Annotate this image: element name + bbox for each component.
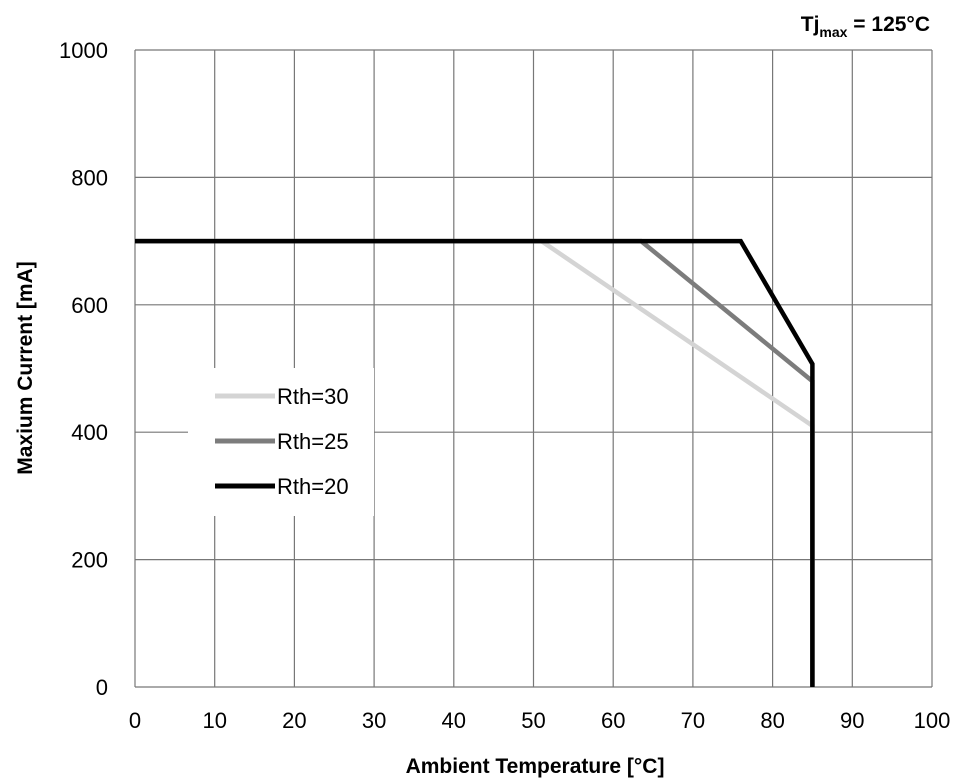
y-tick-label: 400 [71, 420, 108, 445]
legend-label: Rth=25 [277, 429, 349, 454]
x-tick-label: 40 [442, 708, 466, 733]
tj-annotation-rest: = 125°C [847, 13, 930, 36]
x-tick-label: 20 [282, 708, 306, 733]
x-tick-label: 0 [129, 708, 141, 733]
legend-label: Rth=20 [277, 474, 349, 499]
y-tick-label: 800 [71, 165, 108, 190]
grid [134, 49, 933, 688]
legend: Rth=30 Rth=25 Rth=20 [188, 368, 374, 516]
legend-label: Rth=30 [277, 384, 349, 409]
x-tick-label: 10 [202, 708, 226, 733]
x-tick-label: 50 [521, 708, 545, 733]
x-tick-label: 70 [681, 708, 705, 733]
y-axis-title: Maxium Current [mA] [14, 261, 37, 475]
series-line-rth-20 [135, 238, 815, 687]
y-tick-label: 1000 [59, 38, 108, 63]
tj-annotation-base: Tj [801, 13, 820, 36]
x-tick-label: 80 [760, 708, 784, 733]
x-tick-label: 90 [840, 708, 864, 733]
x-tick-label: 30 [362, 708, 386, 733]
tj-max-annotation: Tjmax = 125°C [801, 13, 930, 40]
y-tick-label: 0 [96, 675, 108, 700]
x-tick-label: 100 [914, 708, 951, 733]
y-tick-label: 200 [71, 548, 108, 573]
series-group [135, 238, 815, 687]
x-tick-label: 60 [601, 708, 625, 733]
x-axis-title: Ambient Temperature [°C] [406, 755, 665, 778]
y-tick-label: 600 [71, 293, 108, 318]
tj-annotation-subscript: max [819, 24, 847, 40]
